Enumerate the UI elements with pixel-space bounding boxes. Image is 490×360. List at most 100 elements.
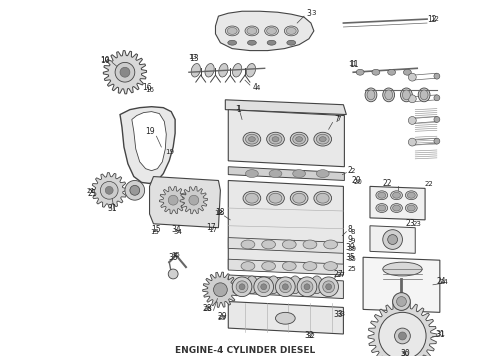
Text: 30: 30	[401, 351, 410, 357]
Ellipse shape	[275, 312, 295, 324]
Polygon shape	[228, 180, 343, 275]
Ellipse shape	[268, 276, 279, 294]
Text: 33: 33	[334, 310, 343, 319]
Text: 35: 35	[345, 253, 355, 262]
Text: 8: 8	[350, 229, 354, 235]
Text: 29: 29	[218, 315, 227, 321]
Ellipse shape	[314, 191, 332, 205]
Ellipse shape	[367, 90, 375, 100]
Circle shape	[408, 117, 416, 125]
Ellipse shape	[269, 193, 282, 203]
Circle shape	[115, 62, 135, 82]
Text: 4: 4	[256, 85, 260, 91]
Text: 16: 16	[145, 87, 154, 93]
Polygon shape	[228, 110, 344, 167]
Ellipse shape	[356, 69, 364, 75]
Circle shape	[394, 328, 410, 344]
Circle shape	[434, 138, 440, 144]
Polygon shape	[132, 112, 166, 171]
Ellipse shape	[245, 134, 258, 144]
Text: 18: 18	[216, 208, 225, 217]
Text: 34: 34	[173, 229, 182, 235]
Polygon shape	[149, 176, 220, 228]
Ellipse shape	[392, 205, 400, 211]
Text: 1: 1	[235, 105, 240, 111]
Circle shape	[323, 281, 335, 293]
Ellipse shape	[286, 27, 296, 34]
Text: 9: 9	[350, 238, 354, 244]
Text: 31: 31	[107, 203, 117, 212]
Circle shape	[396, 297, 406, 306]
Text: 27: 27	[334, 270, 343, 279]
Ellipse shape	[269, 134, 282, 144]
Circle shape	[130, 185, 140, 195]
Text: 17: 17	[208, 227, 217, 233]
Text: 2: 2	[348, 166, 353, 175]
Polygon shape	[216, 11, 314, 51]
Ellipse shape	[388, 69, 395, 75]
Ellipse shape	[247, 40, 256, 45]
Ellipse shape	[290, 132, 308, 146]
Text: 15: 15	[150, 229, 159, 235]
Text: 15: 15	[151, 225, 161, 234]
Ellipse shape	[383, 262, 422, 276]
Text: 21: 21	[86, 188, 95, 194]
Circle shape	[383, 230, 402, 249]
Text: 13: 13	[188, 54, 197, 60]
Polygon shape	[368, 302, 437, 360]
Ellipse shape	[245, 26, 259, 36]
Circle shape	[214, 283, 227, 297]
Ellipse shape	[317, 170, 329, 177]
Ellipse shape	[365, 88, 377, 102]
Circle shape	[434, 95, 440, 101]
Text: 27: 27	[336, 272, 345, 278]
Text: 1: 1	[236, 105, 241, 114]
Ellipse shape	[243, 191, 261, 205]
Ellipse shape	[241, 262, 255, 270]
Ellipse shape	[376, 191, 388, 200]
Ellipse shape	[402, 90, 410, 100]
Circle shape	[168, 269, 178, 279]
Ellipse shape	[284, 26, 298, 36]
Ellipse shape	[376, 204, 388, 212]
Text: 19: 19	[145, 127, 154, 136]
Ellipse shape	[265, 26, 278, 36]
Ellipse shape	[311, 276, 323, 294]
Text: 28: 28	[203, 304, 212, 313]
Polygon shape	[120, 107, 175, 184]
Text: 24: 24	[440, 279, 448, 285]
Ellipse shape	[317, 193, 329, 203]
Polygon shape	[228, 302, 343, 334]
Text: 28: 28	[203, 306, 212, 312]
Polygon shape	[370, 186, 425, 220]
Ellipse shape	[383, 88, 394, 102]
Ellipse shape	[282, 262, 296, 270]
Circle shape	[304, 284, 310, 290]
Text: 17: 17	[206, 223, 216, 232]
Text: 13: 13	[189, 54, 198, 63]
Circle shape	[301, 281, 313, 293]
Text: 2: 2	[350, 168, 354, 174]
Circle shape	[275, 277, 295, 297]
Ellipse shape	[317, 134, 329, 144]
Text: 39: 39	[345, 243, 355, 252]
Text: 24: 24	[437, 277, 446, 286]
Text: 7: 7	[334, 115, 339, 124]
Polygon shape	[370, 226, 415, 253]
Text: 30: 30	[400, 349, 410, 358]
Ellipse shape	[262, 262, 275, 270]
Circle shape	[319, 277, 339, 297]
Ellipse shape	[227, 27, 237, 34]
Text: 31: 31	[435, 329, 444, 338]
Circle shape	[326, 284, 332, 290]
Text: 21: 21	[88, 189, 97, 198]
Ellipse shape	[282, 240, 296, 249]
Text: 12: 12	[427, 15, 437, 24]
Ellipse shape	[391, 204, 402, 212]
Circle shape	[408, 73, 416, 81]
Text: 3: 3	[307, 9, 312, 18]
Circle shape	[261, 284, 267, 290]
Text: 8: 8	[348, 225, 353, 234]
Ellipse shape	[407, 205, 415, 211]
Text: 29: 29	[218, 312, 227, 321]
